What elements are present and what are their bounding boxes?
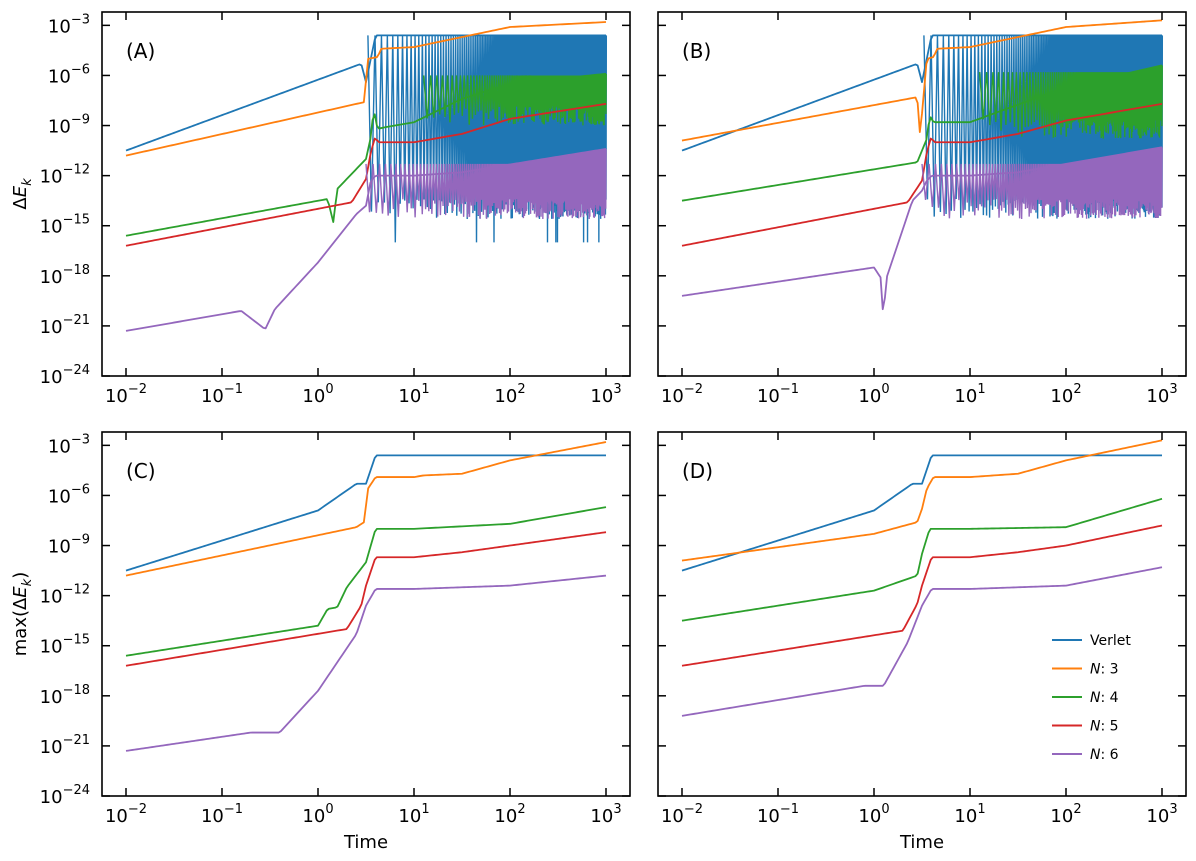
series-line-n-6 (125, 574, 607, 752)
y-tick-label: 10−6 (48, 62, 90, 87)
x-axis-label: Time (343, 832, 388, 853)
x-tick-label: 10−1 (201, 382, 243, 407)
y-axis-label: ΔEk (10, 178, 35, 210)
panel-b: 10−2 10−1 100 101 102 103 (B) (657, 11, 1187, 407)
legend-label: Verlet (1090, 633, 1131, 649)
series-line-n-5 (125, 531, 607, 667)
x-tick-label: 102 (494, 382, 525, 407)
series-line-n-4 (125, 506, 607, 657)
series-line-n-4 (681, 497, 1163, 622)
x-tick-label: 103 (590, 802, 621, 827)
series-line-n-5 (125, 102, 607, 247)
y-tick-label: 10−3 (48, 12, 90, 37)
x-tick-label: 101 (954, 382, 985, 407)
series-line-n-3 (125, 21, 607, 157)
series-line-n-3 (125, 441, 607, 577)
y-tick-label: 10−15 (40, 633, 90, 658)
panel-label: (B) (682, 39, 711, 63)
panel-label: (C) (126, 459, 156, 483)
x-tick-label: 10−1 (757, 802, 799, 827)
y-tick-label: 10−18 (40, 263, 90, 288)
x-tick-label: 102 (494, 802, 525, 827)
x-tick-label: 101 (398, 802, 429, 827)
x-tick-label: 102 (1050, 802, 1081, 827)
y-tick-label: 10−21 (40, 733, 90, 758)
x-tick-label: 103 (1146, 382, 1177, 407)
series-line-verlet (125, 454, 606, 572)
series-oscillation-n-4 (978, 65, 1163, 139)
series-group (125, 441, 607, 752)
plot-frame (101, 11, 631, 377)
x-tick-label: 10−2 (661, 382, 703, 407)
series-line-verlet (681, 454, 1162, 572)
x-tick-label: 10−2 (105, 802, 147, 827)
series-group (125, 21, 608, 332)
x-tick-label: 100 (858, 382, 889, 407)
y-tick-label: 10−15 (40, 213, 90, 238)
legend-label: N: 3 (1090, 662, 1119, 678)
series-group (681, 19, 1164, 311)
legend: Verlet N: 3 N: 4 N: 5 N: 6 (1052, 633, 1131, 763)
series-oscillation-n-6 (921, 147, 1163, 219)
series-line-n-6 (681, 566, 1163, 717)
x-tick-label: 103 (590, 382, 621, 407)
legend-label: N: 6 (1090, 747, 1119, 763)
panel-a: 10−2 10−1 100 101 102 103 10−24 10−21 10−18 10−15… (10, 11, 631, 407)
y-tick-label: 10−18 (40, 683, 90, 708)
series-line-n-5 (681, 102, 1163, 247)
series-group (681, 439, 1163, 717)
y-tick-label: 10−12 (40, 163, 90, 188)
x-tick-label: 10−1 (757, 382, 799, 407)
x-tick-label: 102 (1050, 382, 1081, 407)
y-tick-label: 10−9 (48, 113, 90, 138)
plot-frame (657, 431, 1187, 797)
y-tick-label: 10−3 (48, 432, 90, 457)
y-tick-label: 10−12 (40, 583, 90, 608)
x-axis-label: Time (899, 832, 944, 853)
panel-label: (A) (126, 39, 155, 63)
x-tick-label: 10−1 (201, 802, 243, 827)
panel-label: (D) (682, 459, 713, 483)
legend-label: N: 4 (1090, 690, 1119, 706)
y-axis-label: max(ΔEk) (10, 572, 35, 657)
y-tick-label: 10−24 (40, 363, 90, 388)
x-tick-label: 10−2 (661, 802, 703, 827)
series-line-n-5 (681, 524, 1163, 667)
plot-frame (101, 431, 631, 797)
x-tick-label: 100 (302, 382, 333, 407)
y-tick-label: 10−21 (40, 313, 90, 338)
y-tick-label: 10−6 (48, 482, 90, 507)
series-line-n-3 (681, 19, 1163, 142)
series-oscillation-n-6 (365, 148, 607, 219)
x-tick-label: 103 (1146, 802, 1177, 827)
legend-label: N: 5 (1090, 719, 1119, 735)
plot-frame (657, 11, 1187, 377)
x-tick-label: 100 (858, 802, 889, 827)
y-tick-label: 10−9 (48, 533, 90, 558)
x-tick-label: 101 (954, 802, 985, 827)
x-tick-label: 10−2 (105, 382, 147, 407)
series-line-n-3 (681, 439, 1163, 562)
x-tick-label: 101 (398, 382, 429, 407)
panel-c: 10−2 10−1 100 101 102 103 10−24 10−21 10−18 10−15… (10, 431, 631, 853)
y-tick-label: 10−24 (40, 783, 90, 808)
x-tick-label: 100 (302, 802, 333, 827)
